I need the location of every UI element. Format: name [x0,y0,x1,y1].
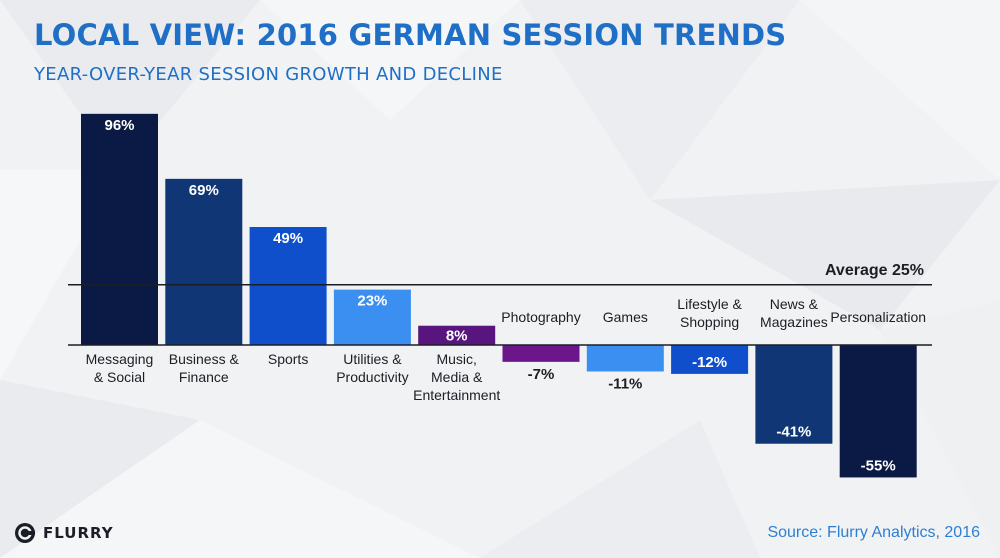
flurry-logo: FLURRY [14,520,114,546]
bar [165,178,243,345]
flurry-brand-name: FLURRY [43,524,114,542]
bar [249,227,327,345]
data-label: -11% [608,375,642,392]
bar [755,345,833,444]
bar [502,345,580,362]
category-label: Messaging & Social [86,351,154,385]
page-subtitle: YEAR-OVER-YEAR SESSION GROWTH AND DECLIN… [34,64,503,85]
average-label: Average 25% [825,262,924,279]
data-label: -41% [776,424,811,441]
source-credit: Source: Flurry Analytics, 2016 [767,524,980,541]
data-label: 96% [104,117,134,134]
data-label: -12% [692,354,727,371]
category-label: News & Magazines [760,296,828,330]
category-label: Utilities & Productivity [336,351,408,385]
bar [839,345,917,478]
category-label: Personalization [830,309,926,325]
data-label: 69% [189,182,219,199]
bar [81,113,158,345]
bar [418,325,496,345]
bar [333,289,411,345]
data-label: 8% [446,328,468,345]
data-label: -7% [528,366,555,383]
category-label: Sports [268,351,308,367]
data-label: 49% [273,230,303,247]
data-label: 23% [357,293,387,310]
bar [671,345,749,374]
data-label: -55% [861,457,896,474]
bar [586,345,664,372]
category-label: Lifestyle & Shopping [677,296,742,330]
category-label: Music, Media & Entertainment [413,351,500,403]
page-title: LOCAL VIEW: 2016 GERMAN SESSION TRENDS [34,18,787,52]
category-label: Business & Finance [169,351,240,385]
category-label: Games [603,309,648,325]
flurry-logo-icon [15,523,35,543]
category-label: Photography [501,309,580,325]
